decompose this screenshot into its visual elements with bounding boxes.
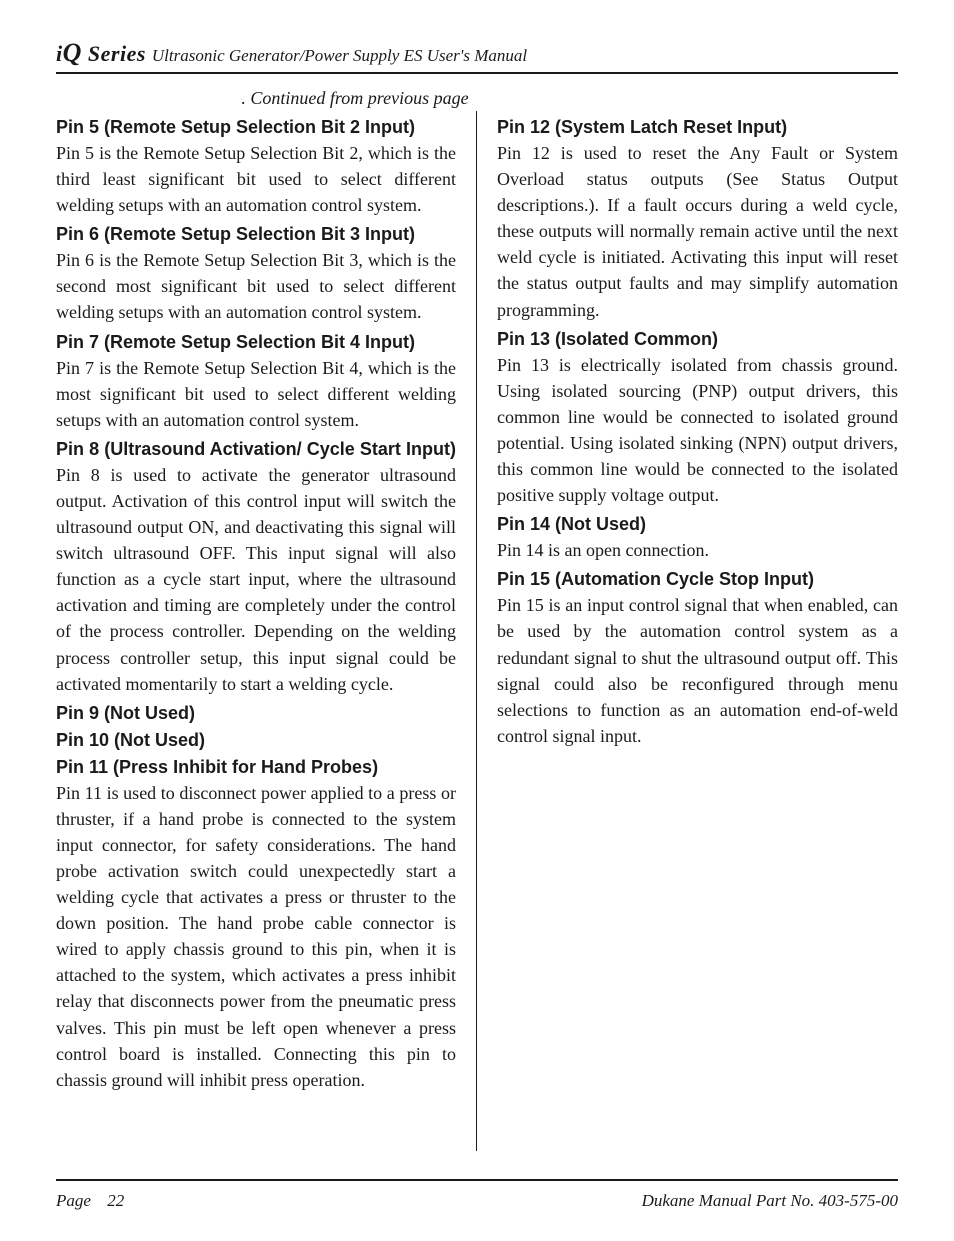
pin15-heading: Pin 15 (Automation Cycle Stop Input) [497, 569, 898, 590]
pin12-body: Pin 12 is used to reset the Any Fault or… [497, 140, 898, 323]
pin7-body: Pin 7 is the Remote Setup Selection Bit … [56, 355, 456, 433]
pin11-body: Pin 11 is used to disconnect power appli… [56, 780, 456, 1093]
pin5-heading: Pin 5 (Remote Setup Selection Bit 2 Inpu… [56, 117, 456, 138]
footer-page: Page 22 [56, 1191, 124, 1211]
pin7-heading: Pin 7 (Remote Setup Selection Bit 4 Inpu… [56, 332, 456, 353]
footer-page-number: 22 [107, 1191, 124, 1210]
pin13-body: Pin 13 is electrically isolated from cha… [497, 352, 898, 509]
pin13-heading: Pin 13 (Isolated Common) [497, 329, 898, 350]
pin9-heading: Pin 9 (Not Used) [56, 703, 456, 724]
brand-q: Q [63, 38, 82, 67]
brand: iQ Series [56, 38, 146, 68]
header-subtitle: Ultrasonic Generator/Power Supply ES Use… [152, 46, 527, 66]
pin6-heading: Pin 6 (Remote Setup Selection Bit 3 Inpu… [56, 224, 456, 245]
brand-series: Series [88, 41, 146, 66]
pin11-heading: Pin 11 (Press Inhibit for Hand Probes) [56, 757, 456, 778]
pin14-heading: Pin 14 (Not Used) [497, 514, 898, 535]
column-right: Pin 12 (System Latch Reset Input) Pin 12… [477, 111, 898, 1151]
continued-text: Continued from previous page [250, 88, 468, 108]
page-header: iQ Series Ultrasonic Generator/Power Sup… [56, 38, 898, 74]
pin10-heading: Pin 10 (Not Used) [56, 730, 456, 751]
pin14-body: Pin 14 is an open connection. [497, 537, 898, 563]
continued-note: . Continued from previous page [56, 88, 469, 109]
page-footer: Page 22 Dukane Manual Part No. 403-575-0… [56, 1179, 898, 1211]
pin15-body: Pin 15 is an input control signal that w… [497, 592, 898, 749]
brand-i: i [56, 41, 63, 66]
column-left: Pin 5 (Remote Setup Selection Bit 2 Inpu… [56, 111, 477, 1151]
two-column-layout: Pin 5 (Remote Setup Selection Bit 2 Inpu… [56, 111, 898, 1151]
footer-manual-ref: Dukane Manual Part No. 403-575-00 [642, 1191, 898, 1211]
pin5-body: Pin 5 is the Remote Setup Selection Bit … [56, 140, 456, 218]
footer-page-label: Page [56, 1191, 91, 1210]
pin8-body: Pin 8 is used to activate the generator … [56, 462, 456, 697]
pin6-body: Pin 6 is the Remote Setup Selection Bit … [56, 247, 456, 325]
pin12-heading: Pin 12 (System Latch Reset Input) [497, 117, 898, 138]
pin8-heading: Pin 8 (Ultrasound Activation/ Cycle Star… [56, 439, 456, 460]
